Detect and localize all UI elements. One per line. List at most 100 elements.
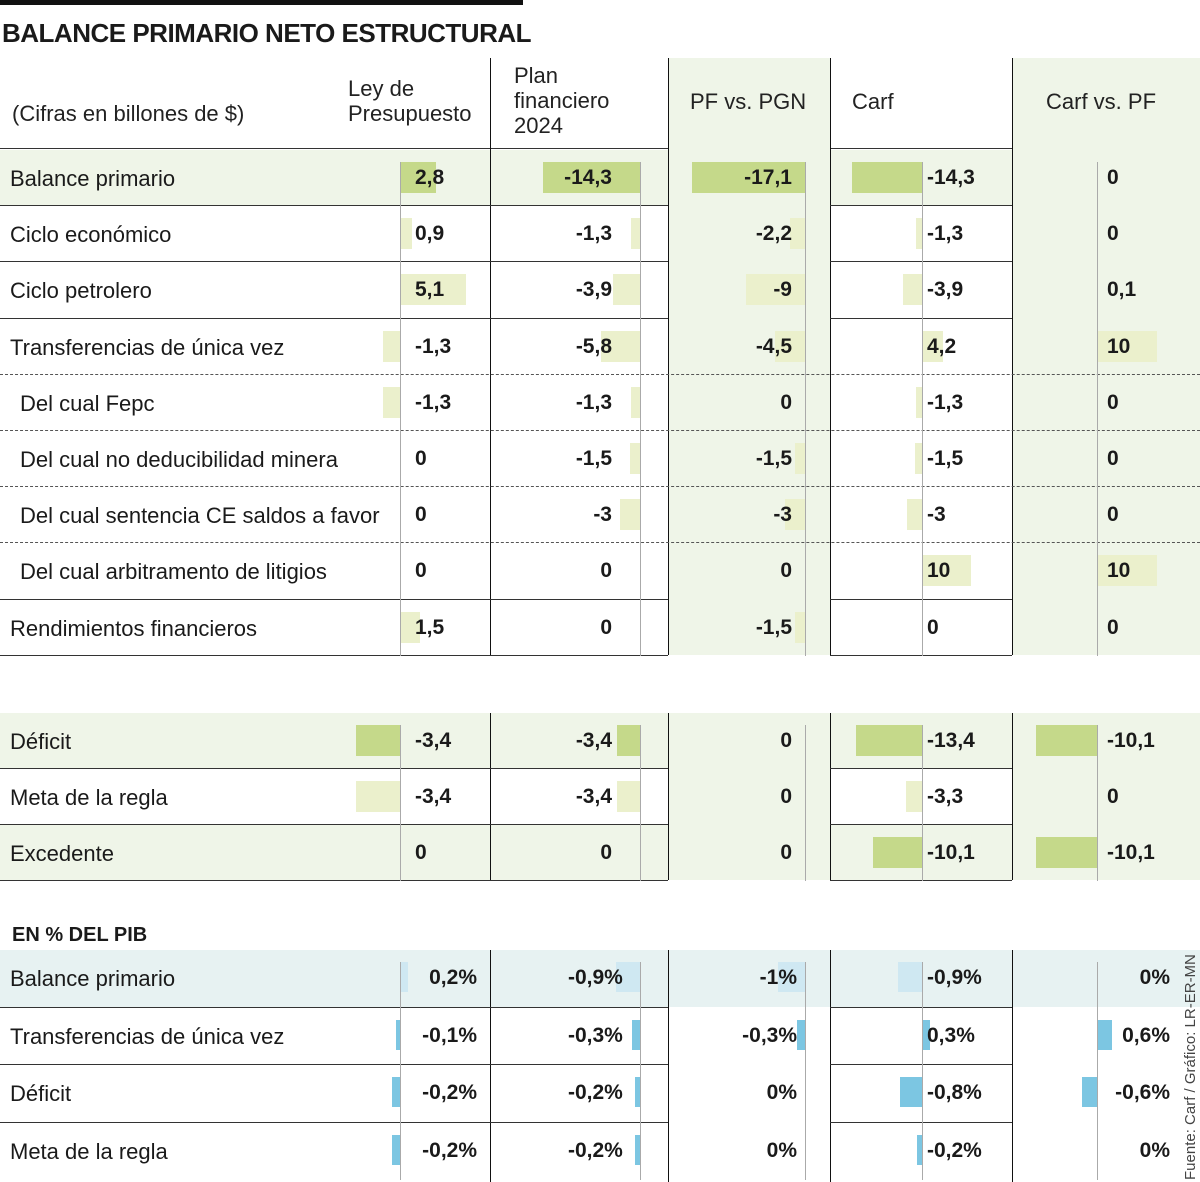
value-bar: [600, 330, 640, 362]
value-cell: -3,4: [575, 729, 612, 752]
value-bar: [916, 1134, 922, 1165]
value-cell: -17,1: [744, 166, 792, 189]
row-divider: [0, 598, 668, 600]
zero-axis: [640, 962, 641, 1180]
row-label: Rendimientos financieros: [10, 615, 258, 641]
row-highlight: [0, 825, 1200, 880]
value-cell: -0,3%: [742, 1023, 797, 1047]
value-bar: [355, 781, 400, 812]
row-divider-dashed: [0, 542, 1200, 544]
value-bar: [775, 330, 805, 362]
value-bar: [1097, 555, 1157, 587]
value-bar: [922, 1019, 931, 1050]
value-cell: 0%: [1139, 966, 1170, 989]
row-label: Déficit: [10, 729, 72, 754]
value-cell: -3,9: [927, 278, 964, 302]
value-cell: -0,1%: [422, 1023, 477, 1047]
value-bar: [785, 499, 805, 531]
value-bar: [396, 1019, 400, 1050]
row-highlight: [0, 713, 1200, 768]
zero-axis: [805, 162, 806, 656]
column-divider: [830, 950, 831, 1182]
value-cell: -1,3: [927, 222, 964, 246]
zero-axis: [922, 725, 923, 881]
value-cell: -1,5: [927, 447, 964, 470]
header-divider: [830, 148, 1012, 149]
row-label: Meta de la regla: [10, 1138, 168, 1164]
row-divider-dashed: [0, 430, 1200, 431]
pib-section-title: EN % DEL PIB: [12, 924, 148, 946]
value-cell: -0,2%: [422, 1138, 477, 1162]
value-bar: [692, 162, 805, 193]
row-label: Meta de la regla: [10, 785, 168, 810]
value-cell: 0: [780, 841, 792, 864]
value-cell: 0%: [1139, 1138, 1170, 1162]
zero-axis: [922, 162, 923, 656]
header-divider: [0, 148, 668, 149]
value-cell: 1,5: [415, 615, 445, 639]
value-bar: [1097, 330, 1157, 362]
value-bar: [1036, 837, 1097, 868]
row-divider: [0, 1121, 668, 1123]
value-bar: [905, 781, 922, 812]
value-bar: [355, 725, 400, 756]
value-cell: -2,2: [755, 222, 792, 246]
value-cell: -0,9%: [568, 966, 623, 989]
value-cell: -1,3: [927, 390, 964, 414]
value-cell: 0: [600, 841, 612, 864]
row-label: Del cual no deducibilidad minera: [20, 447, 338, 472]
value-cell: -0,3%: [568, 1023, 623, 1047]
row-divider-dashed: [0, 486, 1200, 488]
value-bar: [615, 962, 640, 992]
col-header-carf: Carf: [852, 89, 894, 114]
value-cell: 0: [1107, 785, 1119, 808]
value-cell: -0,2%: [422, 1081, 477, 1104]
row-divider: [830, 768, 1012, 769]
col-header-carf-vs-pf: Carf vs. PF: [1046, 89, 1157, 114]
value-bar: [383, 330, 400, 362]
value-cell: -3: [593, 503, 612, 527]
value-bar: [914, 443, 922, 474]
value-cell: -10,1: [927, 841, 975, 864]
value-cell: 10: [1107, 334, 1131, 358]
value-bar: [745, 274, 805, 306]
zero-axis: [400, 725, 401, 881]
value-cell: -3,4: [415, 785, 452, 808]
value-cell: -1,3: [575, 222, 612, 246]
row-label: Ciclo económico: [10, 222, 172, 248]
value-cell: 0: [780, 390, 792, 414]
value-bar: [629, 443, 640, 474]
value-cell: 0: [780, 785, 792, 808]
column-divider: [668, 58, 669, 655]
column-divider: [668, 950, 669, 1182]
row-label: Transferencias de única vez: [10, 334, 285, 360]
value-cell: 0: [927, 615, 939, 639]
value-bar: [922, 330, 943, 362]
row-divider: [830, 654, 1012, 656]
column-divider: [1012, 950, 1013, 1182]
row-divider: [830, 880, 1012, 881]
value-cell: 0%: [766, 1138, 797, 1162]
value-cell: -1%: [759, 966, 797, 989]
value-bar: [631, 1019, 640, 1050]
value-bar: [795, 611, 805, 643]
column-divider: [1012, 713, 1013, 880]
row-divider: [830, 317, 1012, 319]
value-cell: 10: [1107, 559, 1131, 583]
value-cell: -0,2%: [568, 1138, 623, 1162]
value-bar: [900, 1077, 922, 1107]
value-bar: [778, 962, 805, 992]
value-cell: 0,9: [415, 222, 445, 246]
value-cell: -3,4: [575, 785, 612, 808]
column-divider: [490, 950, 491, 1182]
value-bar: [631, 386, 640, 418]
value-cell: -4,5: [755, 334, 792, 358]
value-bar: [542, 162, 640, 193]
zero-axis: [1097, 162, 1098, 656]
row-label: Balance primario: [10, 966, 176, 991]
column-divider: [830, 713, 831, 880]
chart-title: BALANCE PRIMARIO NETO ESTRUCTURAL: [2, 18, 532, 48]
value-cell: 0: [600, 559, 612, 583]
value-cell: -1,5: [575, 447, 612, 470]
row-divider: [0, 317, 668, 319]
